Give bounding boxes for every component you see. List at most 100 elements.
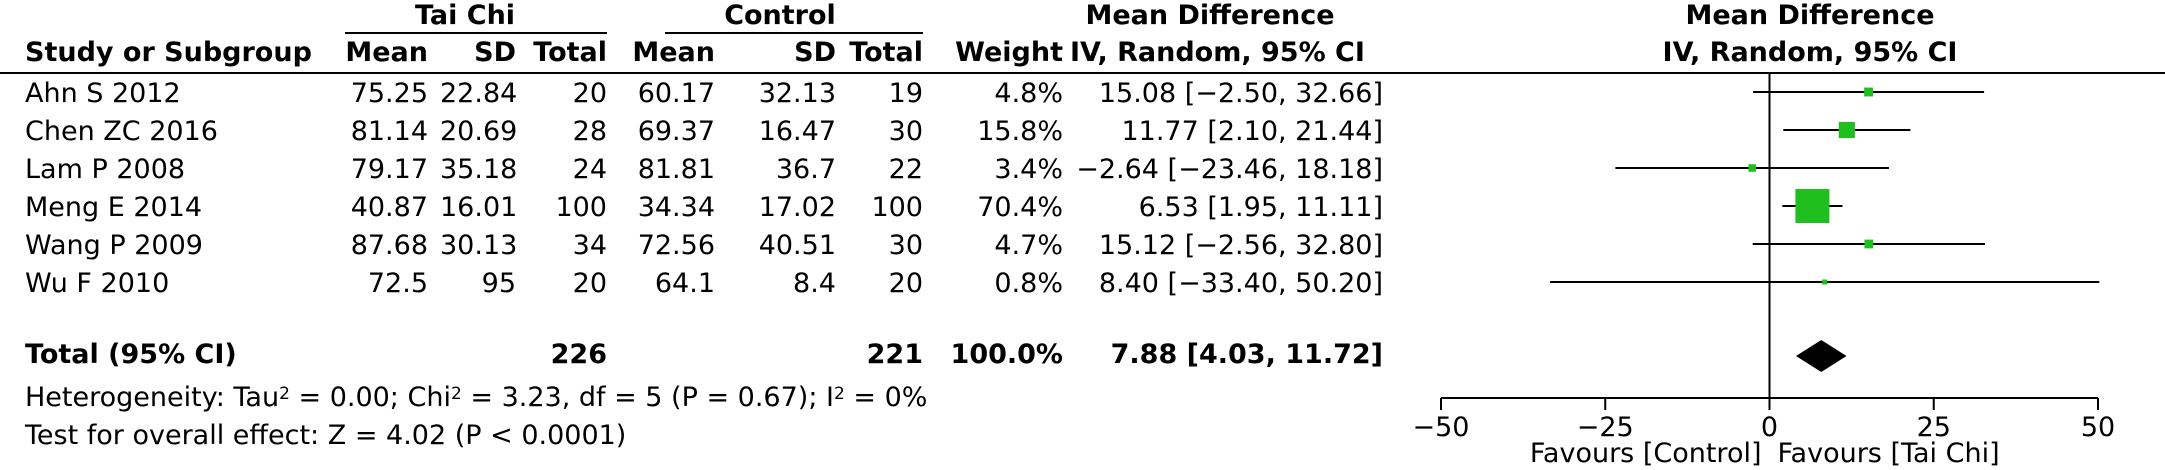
effect-square	[1822, 279, 1828, 285]
study-header: Study or Subgroup	[25, 37, 312, 68]
sd2-cell: 36.7	[775, 154, 836, 185]
total-label: Total (95% CI)	[25, 339, 237, 370]
mean2-cell: 34.34	[637, 192, 715, 223]
het-sup2: 2	[450, 384, 462, 404]
total2-header: Total	[849, 37, 923, 68]
study-name: Wang P 2009	[25, 230, 203, 261]
total2-cell: 19	[888, 78, 923, 109]
effect-square	[1748, 164, 1756, 172]
sd1-cell: 20.69	[440, 116, 518, 147]
total1-cell: 100	[555, 192, 607, 223]
total-ci: 7.88 [4.03, 11.72]	[1110, 339, 1383, 370]
effect-square	[1838, 121, 1855, 139]
ci-cell: −2.64 [−23.46, 18.18]	[1076, 154, 1383, 185]
ci-cell: 6.53 [1.95, 11.11]	[1138, 192, 1383, 223]
total1-cell: 20	[572, 78, 607, 109]
het-sup3: 2	[833, 384, 845, 404]
mean1-cell: 81.14	[350, 116, 428, 147]
sd1-cell: 30.13	[440, 230, 518, 261]
group2-rule	[665, 32, 923, 34]
heterogeneity-text: Heterogeneity: Tau2 = 0.00; Chi2 = 3.23,…	[25, 382, 927, 414]
mean2-cell: 64.1	[654, 268, 715, 299]
overall-effect-text: Test for overall effect: Z = 4.02 (P < 0…	[25, 420, 627, 451]
sd1-cell: 22.84	[440, 78, 518, 109]
mean2-cell: 60.17	[637, 78, 715, 109]
weight-cell: 4.8%	[994, 78, 1063, 109]
weight-cell: 70.4%	[977, 192, 1063, 223]
total2-cell: 100	[871, 192, 923, 223]
het-part1: Heterogeneity: Tau	[25, 382, 280, 413]
total1-cell: 24	[572, 154, 607, 185]
effect-square	[1864, 239, 1874, 249]
header-rule	[0, 72, 2165, 74]
weight-header: Weight	[955, 37, 1063, 68]
het-part4: = 0%	[844, 382, 928, 413]
weight-cell: 3.4%	[994, 154, 1063, 185]
weight-cell: 0.8%	[994, 268, 1063, 299]
effect-square	[1864, 87, 1874, 97]
x-tick-label: 25	[1917, 412, 1951, 443]
pooled-diamond	[1795, 340, 1847, 372]
group2-header: Control	[724, 0, 836, 31]
ci-cell: 15.12 [−2.56, 32.80]	[1098, 230, 1383, 261]
mean1-cell: 79.17	[350, 154, 428, 185]
mean1-cell: 87.68	[350, 230, 428, 261]
mean2-cell: 72.56	[637, 230, 715, 261]
x-tick-label: 0	[1761, 412, 1778, 443]
het-part3: = 3.23, df = 5 (P = 0.67); I	[461, 382, 834, 413]
sd1-cell: 95	[481, 268, 516, 299]
weight-cell: 4.7%	[994, 230, 1063, 261]
total-weight: 100.0%	[950, 339, 1063, 370]
mean2-header: Mean	[632, 37, 715, 68]
effect-square	[1795, 189, 1830, 223]
total-n2: 221	[866, 339, 923, 370]
sd1-cell: 35.18	[440, 154, 518, 185]
total-n1: 226	[550, 339, 607, 370]
sd2-cell: 16.47	[758, 116, 836, 147]
total1-header: Total	[533, 37, 607, 68]
total1-cell: 34	[572, 230, 607, 261]
study-name: Chen ZC 2016	[25, 116, 218, 147]
group1-header: Tai Chi	[414, 0, 516, 31]
md-header-line1: Mean Difference	[1085, 0, 1335, 31]
favours-right-label: Favours [Tai Chi]	[1778, 438, 2000, 469]
study-name: Lam P 2008	[25, 154, 186, 185]
sd2-cell: 32.13	[758, 78, 836, 109]
mean2-cell: 69.37	[637, 116, 715, 147]
study-name: Wu F 2010	[25, 268, 170, 299]
total2-cell: 30	[888, 230, 923, 261]
mean1-cell: 40.87	[350, 192, 428, 223]
mean1-header: Mean	[345, 37, 428, 68]
total2-cell: 30	[888, 116, 923, 147]
total2-cell: 20	[888, 268, 923, 299]
total2-cell: 22	[888, 154, 923, 185]
sd1-header: SD	[474, 37, 516, 68]
ci-cell: 15.08 [−2.50, 32.66]	[1098, 78, 1383, 109]
sd2-cell: 8.4	[793, 268, 836, 299]
ci-cell: 8.40 [−33.40, 50.20]	[1098, 268, 1383, 299]
plot-header-line1: Mean Difference	[1685, 0, 1935, 31]
het-part2: = 0.00; Chi	[289, 382, 451, 413]
plot-header-line2: IV, Random, 95% CI	[1662, 37, 1958, 68]
mean2-cell: 81.81	[637, 154, 715, 185]
x-tick-label: −25	[1577, 412, 1634, 443]
total1-cell: 20	[572, 268, 607, 299]
sd2-header: SD	[794, 37, 836, 68]
group1-rule	[345, 32, 607, 34]
study-name: Ahn S 2012	[25, 78, 181, 109]
mean1-cell: 72.5	[367, 268, 428, 299]
sd1-cell: 16.01	[440, 192, 518, 223]
md-header-line2: IV, Random, 95% CI	[1070, 37, 1365, 68]
x-tick-label: −50	[1413, 412, 1470, 443]
het-sup1: 2	[279, 384, 290, 404]
study-name: Meng E 2014	[25, 192, 203, 223]
sd2-cell: 17.02	[758, 192, 836, 223]
ci-cell: 11.77 [2.10, 21.44]	[1121, 116, 1383, 147]
total1-cell: 28	[572, 116, 607, 147]
sd2-cell: 40.51	[758, 230, 836, 261]
x-tick-label: 50	[2081, 412, 2115, 443]
mean1-cell: 75.25	[350, 78, 428, 109]
weight-cell: 15.8%	[977, 116, 1063, 147]
favours-left-label: Favours [Control]	[1530, 438, 1762, 469]
